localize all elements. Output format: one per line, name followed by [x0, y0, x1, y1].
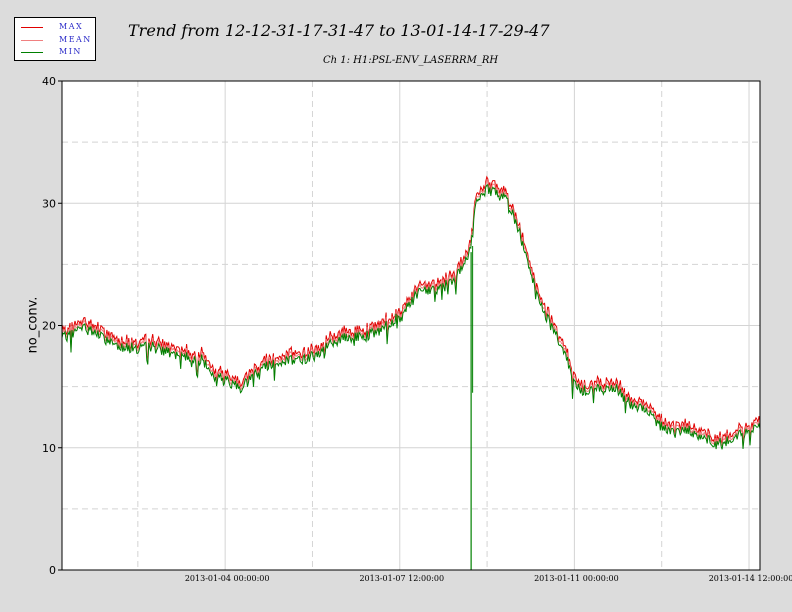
- series-min-line: [61, 184, 761, 450]
- legend-label-min: MIN: [59, 47, 82, 56]
- x-tick-label: 2013-01-14 12:00:00: [709, 574, 792, 583]
- y-tick-label: 0: [49, 564, 56, 577]
- y-tick-label: 20: [42, 320, 56, 333]
- chart-subtitle: Ch 1: H1:PSL-ENV_LASERRM_RH: [323, 55, 499, 66]
- legend-label-max: MAX: [59, 22, 84, 31]
- legend-swatch-min: [21, 52, 43, 53]
- x-tick-label: 2013-01-04 00:00:00: [185, 574, 270, 583]
- y-tick-label: 10: [42, 442, 56, 455]
- legend-swatch-mean: [21, 40, 43, 41]
- y-tick-label: 30: [42, 197, 56, 210]
- chart-title: Trend from 12-12-31-17-31-47 to 13-01-14…: [128, 21, 550, 40]
- legend-entry-mean: MEAN: [15, 35, 95, 47]
- legend-entry-min: MIN: [15, 47, 95, 59]
- legend: MAX MEAN MIN: [14, 17, 96, 61]
- legend-entry-max: MAX: [15, 22, 95, 34]
- legend-swatch-max: [21, 27, 43, 28]
- y-tick-label: 40: [42, 75, 56, 88]
- legend-label-mean: MEAN: [59, 35, 92, 44]
- x-tick-label: 2013-01-11 00:00:00: [534, 574, 619, 583]
- x-tick-label: 2013-01-07 12:00:00: [359, 574, 444, 583]
